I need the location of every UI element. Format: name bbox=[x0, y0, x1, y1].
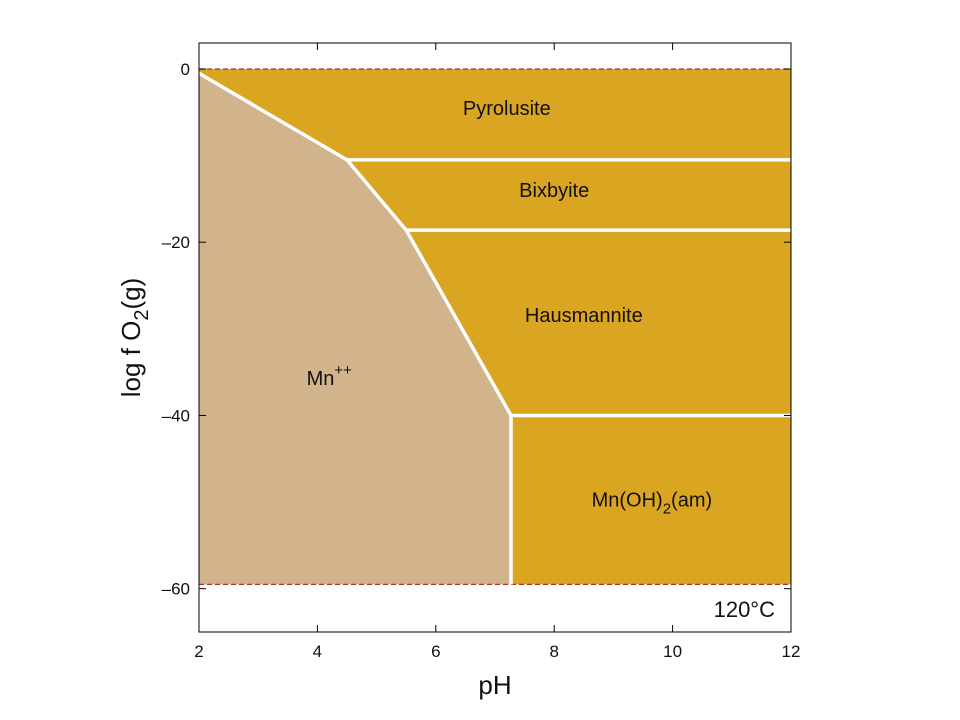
region-label-mn-oh-2-am: Mn(OH)2(am) bbox=[592, 489, 713, 517]
x-tick-label: 10 bbox=[663, 642, 682, 661]
region-bixbyite bbox=[347, 159, 791, 231]
region-label-text: Hausmannite bbox=[525, 305, 643, 327]
y-axis-label: log f O2(g) bbox=[116, 278, 153, 398]
y-tick-label: –20 bbox=[162, 233, 190, 252]
region-label-subscript: 2 bbox=[663, 500, 671, 517]
x-tick-label: 12 bbox=[782, 642, 801, 661]
region-label-mn: Mn++ bbox=[307, 362, 353, 390]
region-label-text: Mn(OH) bbox=[592, 489, 663, 511]
y-axis-label-main: log f O bbox=[116, 321, 146, 398]
region-label-pyrolusite: Pyrolusite bbox=[463, 98, 551, 120]
boundary-mn-bixbyite bbox=[345, 158, 408, 232]
region-labels-layer: Mn++ Pyrolusite Bixbyite Hausmannite Mn(OH)2… bbox=[307, 98, 713, 518]
ticks-layer: 2 4 6 8 10 12 0 –20 –40 –60 bbox=[162, 43, 801, 661]
y-axis-label-suffix: (g) bbox=[116, 278, 146, 310]
region-pyrolusite bbox=[199, 69, 791, 160]
boundary-mn-pyrolusite bbox=[198, 71, 348, 162]
stability-limits-layer bbox=[199, 68, 791, 586]
x-tick-label: 8 bbox=[549, 642, 558, 661]
region-label-suffix: (am) bbox=[671, 489, 712, 511]
x-tick-label: 6 bbox=[431, 642, 440, 661]
x-axis-label: pH bbox=[478, 670, 511, 700]
boundaries-layer bbox=[198, 71, 791, 585]
region-label-text: Mn bbox=[307, 368, 335, 390]
y-tick-label: 0 bbox=[181, 60, 190, 79]
region-label-superscript: ++ bbox=[334, 362, 352, 379]
y-tick-label: –40 bbox=[162, 406, 190, 425]
region-label-bixbyite: Bixbyite bbox=[519, 180, 589, 202]
region-mn bbox=[199, 69, 511, 585]
temperature-annotation: 120°C bbox=[714, 597, 776, 622]
region-mn-oh-2-am bbox=[511, 415, 791, 585]
region-label-hausmannite: Hausmannite bbox=[525, 305, 643, 327]
x-tick-label: 4 bbox=[313, 642, 322, 661]
boundary-mn-hausmannite bbox=[404, 229, 513, 417]
y-tick-label: –60 bbox=[162, 580, 190, 599]
x-tick-label: 2 bbox=[194, 642, 203, 661]
region-label-text: Pyrolusite bbox=[463, 98, 551, 120]
region-label-text: Bixbyite bbox=[519, 180, 589, 202]
region-hausmannite bbox=[406, 230, 791, 416]
y-axis-label-subscript: 2 bbox=[131, 310, 153, 321]
regions-layer bbox=[199, 69, 791, 585]
plot-frame bbox=[198, 42, 792, 633]
